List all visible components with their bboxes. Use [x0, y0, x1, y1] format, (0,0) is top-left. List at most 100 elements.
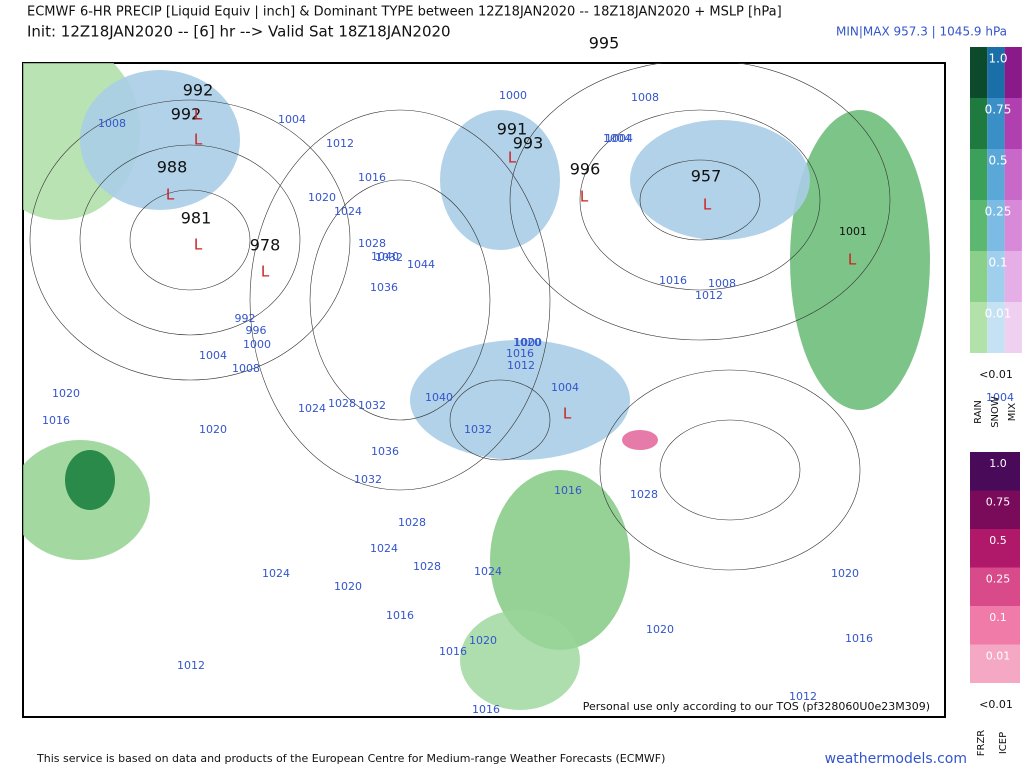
isobar-label: 1012	[507, 359, 535, 372]
isobar-label: 1004	[986, 391, 1014, 404]
colorbar-label: 0.25	[985, 205, 1012, 219]
colorbar-below: <0.01	[979, 698, 1013, 711]
colorbar-cell	[970, 606, 1020, 645]
isobar-label: 1020	[469, 634, 497, 647]
isobar-label: 1032	[358, 399, 386, 412]
isobar-label: 1024	[370, 542, 398, 555]
colorbar-cell	[970, 200, 988, 251]
colorbar-label: 0.1	[988, 256, 1007, 270]
isobar-label: 1004	[551, 381, 579, 394]
isobar-label: 1020	[334, 580, 362, 593]
isobar-label: 1040	[425, 391, 453, 404]
colorbar-label: 0.75	[986, 496, 1011, 509]
colorbar-cell	[987, 251, 1005, 302]
isobar-label: 1024	[474, 565, 502, 578]
low-pressure-label: 981	[181, 209, 212, 228]
colorbar-cell	[987, 200, 1005, 251]
minmax: MIN|MAX 957.3 | 1045.9 hPa	[836, 25, 1007, 39]
colorbar-cell	[970, 251, 988, 302]
colorbar-cell	[970, 490, 1020, 529]
isobar-label: 1016	[506, 347, 534, 360]
low-marker: L	[166, 186, 175, 204]
colorbar-column: SNOW	[990, 396, 1001, 428]
isobar-label: 1040	[371, 250, 399, 263]
colorbar-label: 0.01	[985, 307, 1012, 321]
footer-note: This service is based on data and produc…	[36, 752, 665, 765]
isobar-label: 1004	[605, 132, 633, 145]
low-marker: L	[194, 131, 203, 149]
colorbar-label: 1.0	[988, 52, 1007, 66]
isobar-label: 1028	[328, 397, 356, 410]
low-pressure-label: 957	[691, 167, 722, 186]
colorbar-cell	[987, 98, 1005, 149]
colorbar-cell	[1004, 251, 1022, 302]
colorbar-cell	[1004, 149, 1022, 200]
isobar-label: 1012	[326, 137, 354, 150]
low-marker: L	[261, 263, 270, 281]
map-shading	[23, 63, 930, 710]
low-pressure-label: 992	[183, 81, 214, 100]
isobar-label: 1004	[278, 113, 306, 126]
isobar-label: 1020	[52, 387, 80, 400]
colorbar-cell	[970, 529, 1020, 568]
isobar-label: 1008	[98, 117, 126, 130]
isobar-label: 1016	[659, 274, 687, 287]
colorbar-column: RAIN	[973, 400, 984, 424]
isobar-label: 1000	[514, 336, 542, 349]
legend: 1.0 0.75 0.5 0.25 0.1 0.01 <0.01 RAIN SNOW MIX 1.0…	[970, 47, 1022, 756]
isobar-label: 1032	[354, 473, 382, 486]
isobar-label: 1016	[358, 171, 386, 184]
low-marker: L	[563, 405, 572, 423]
colorbar-cell	[970, 149, 988, 200]
isobar-label: 1016	[472, 703, 500, 716]
colorbar-cell	[987, 302, 1005, 353]
isobar-label: 1016	[439, 645, 467, 658]
isobar-label: 1020	[308, 191, 336, 204]
low-marker: L	[703, 196, 712, 214]
isobar-label: 1016	[42, 414, 70, 427]
colorbar-label: 0.5	[988, 154, 1007, 168]
isobar-label: 1004	[603, 132, 631, 145]
isobar-label: 1036	[370, 281, 398, 294]
low-pressure-label: 991	[497, 120, 528, 139]
low-marker: L	[194, 106, 203, 124]
isobar-label: 1016	[386, 609, 414, 622]
colorbar-below: <0.01	[979, 368, 1013, 381]
colorbar-cell	[970, 302, 988, 353]
isobar-label: 992	[235, 312, 256, 325]
low-marker: L	[508, 149, 517, 167]
isobar-label: 1008	[631, 91, 659, 104]
isobar-label: 1020	[513, 336, 541, 349]
isobar-label: 1012	[177, 659, 205, 672]
brand: weathermodels.com	[825, 751, 967, 767]
colorbar-label: 0.25	[986, 573, 1011, 586]
isobar-label: 1032	[464, 423, 492, 436]
isobar-label: 1020	[831, 567, 859, 580]
colorbar-cell	[1004, 47, 1022, 98]
colorbar-cell	[1004, 302, 1022, 353]
isobar-label: 1028	[398, 516, 426, 529]
low-marker: L	[848, 251, 857, 269]
low-pressure-label: 992	[171, 105, 202, 124]
isobar-label: 1004	[199, 349, 227, 362]
isobar-label: 1032	[375, 251, 403, 264]
subtitle: Init: 12Z18JAN2020 -- [6] hr --> Valid S…	[27, 23, 451, 41]
colorbar-cell	[1004, 98, 1022, 149]
colorbar-column: MIX	[1007, 403, 1018, 422]
colorbar-cell	[987, 47, 1005, 98]
isobar-label: 1020	[199, 423, 227, 436]
isobar-label: 1012	[789, 690, 817, 703]
low-pressure-label: 988	[157, 158, 188, 177]
isobar-label: 1008	[708, 277, 736, 290]
isobar-label: 1024	[262, 567, 290, 580]
low-marker: L	[580, 188, 589, 206]
isobar-label: 1000	[243, 338, 271, 351]
isobar-label: 1044	[407, 258, 435, 271]
isobar-label: 996	[246, 324, 267, 337]
isobar-label: 1016	[845, 632, 873, 645]
colorbar-label: 1.0	[989, 457, 1007, 470]
isobar-label: 1012	[695, 289, 723, 302]
isobar-label: 1028	[413, 560, 441, 573]
isobar-label: 1008	[232, 362, 260, 375]
